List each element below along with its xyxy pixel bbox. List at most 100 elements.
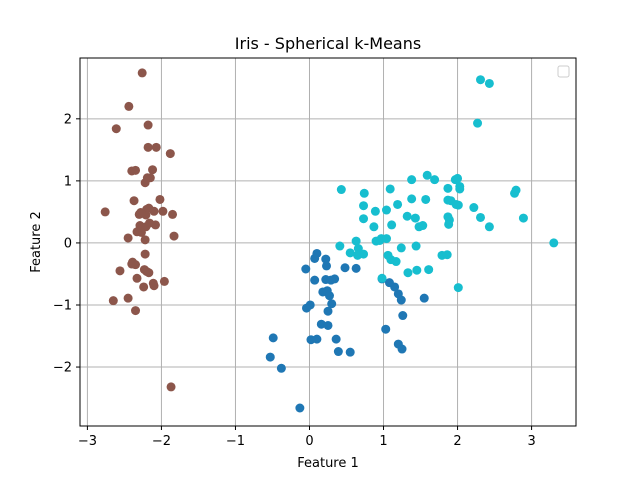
cluster-series-1 [100,68,179,392]
scatter-point [100,207,110,217]
scatter-point [412,265,422,275]
chart-title: Iris - Spherical k-Means [235,34,421,53]
scatter-point [169,231,179,241]
axis-ticks: −3 −2 −1 0 1 2 3 −2 −1 0 1 2 [53,112,536,449]
scatter-point [129,196,139,206]
x-tick-label: 0 [305,434,313,449]
scatter-point [151,142,161,152]
y-tick-label: 2 [64,112,72,127]
scatter-point [145,173,155,183]
scatter-point [453,200,463,210]
scatter-point [323,306,333,316]
scatter-point [335,241,345,251]
scatter-point [168,209,178,219]
scatter-point [301,264,311,274]
y-axis-label: Feature 2 [29,211,44,273]
scatter-point [511,185,521,195]
scatter-point [402,211,412,221]
scatter-point [310,275,320,285]
x-axis-label: Feature 1 [297,456,359,471]
scatter-point [476,75,486,85]
scatter-point [359,188,369,198]
x-tick-label: −2 [152,434,171,449]
scatter-point [484,78,494,88]
scatter-point [137,68,147,78]
scatter-point [359,201,369,211]
scatter-point [166,382,176,392]
y-tick-label: −1 [53,298,72,313]
scatter-point [143,120,153,130]
scatter-point [359,249,369,259]
scatter-point [312,334,322,344]
scatter-point [132,273,142,283]
scatter-point [158,206,168,216]
x-tick-label: 2 [453,434,461,449]
scatter-point [384,278,394,288]
scatter-point [310,253,320,263]
x-tick-label: 3 [527,434,535,449]
scatter-point [131,306,141,316]
x-tick-label: 1 [379,434,387,449]
y-tick-label: 0 [64,236,72,251]
scatter-point [381,205,391,215]
scatter-point [108,296,118,306]
scatter-point [331,334,341,344]
scatter-point [396,295,406,305]
scatter-point [469,203,479,213]
scatter-point [396,243,406,253]
scatter-point [321,254,331,264]
scatter-point [418,221,428,231]
scatter-point [305,300,315,310]
x-tick-label: −3 [78,434,97,449]
scatter-point [443,183,453,193]
scatter-point [422,170,432,180]
scatter-point [453,283,463,293]
scatter-point [316,319,326,329]
scatter-point [345,347,355,357]
scatter-point [345,248,355,258]
scatter-point [127,166,137,176]
cluster-series-2 [265,248,429,413]
scatter-point [453,173,463,183]
scatter-point [327,299,337,309]
scatter-point [385,184,395,194]
scatter-point [421,194,431,204]
scatter-point [473,118,483,128]
scatter-point [140,249,150,259]
scatter-point [323,320,333,330]
scatter-point [115,266,125,276]
plot-area-frame [79,57,577,427]
scatter-point [144,203,154,213]
scatter-point [411,241,421,251]
scatter-point [391,257,401,267]
scatter-point [370,206,380,216]
scatter-point [351,263,361,273]
scatter-point [403,268,413,278]
scatter-point [407,175,417,185]
scatter-point [151,220,161,230]
scatter-point [268,333,278,343]
scatter-point [149,281,159,291]
grid-lines [80,58,576,426]
scatter-point [295,403,305,413]
scatter-point [123,293,133,303]
scatter-point [159,276,169,286]
scatter-point [336,185,346,195]
scatter-point [111,124,121,134]
scatter-point [419,293,429,303]
scatter-point [455,184,465,194]
scatter-point [340,263,350,273]
scatter-point [123,233,133,243]
scatter-point [139,282,149,292]
scatter-point [144,268,154,278]
scatter-point [476,212,486,222]
cluster-series-3 [335,75,559,293]
scatter-point [442,250,452,260]
scatter-point [424,265,434,275]
scatter-point [322,261,332,271]
scatter-point [136,208,146,218]
scatter-point [393,199,403,209]
scatter-points [100,68,559,413]
scatter-point [484,222,494,232]
scatter-point [407,194,417,204]
